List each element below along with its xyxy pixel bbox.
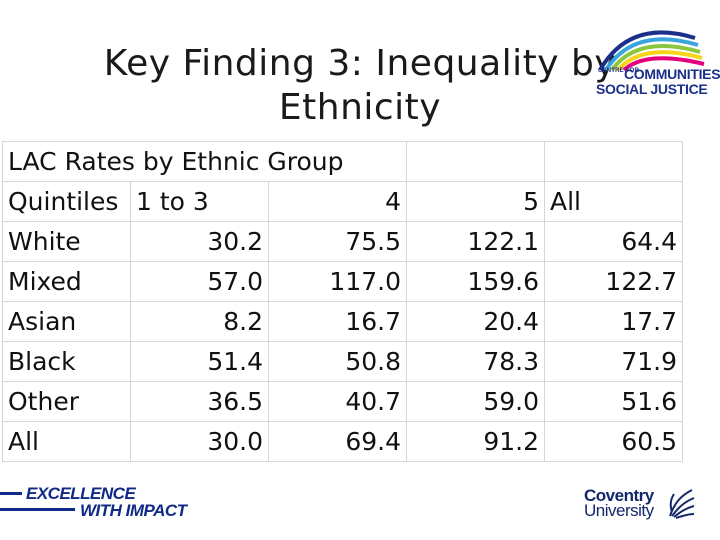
table-cell: 78.3 (406, 341, 545, 382)
coventry-university-logo: Coventry University (584, 486, 704, 526)
phoenix-icon (669, 489, 695, 519)
logo-line-1: COMMUNITIES & (624, 66, 720, 82)
table-row: Asian 8.2 16.7 20.4 17.7 (2, 301, 683, 342)
table-cell: 122.1 (406, 221, 545, 262)
table-title: LAC Rates by Ethnic Group (2, 141, 407, 182)
banner-stripe (0, 508, 75, 511)
table-cell: 91.2 (406, 421, 545, 462)
table-cell: 75.5 (268, 221, 407, 262)
row-label: Mixed (2, 261, 131, 302)
table-cell: 57.0 (130, 261, 269, 302)
table-cell: 117.0 (268, 261, 407, 302)
table-cell: 8.2 (130, 301, 269, 342)
table-cell: 51.6 (544, 381, 683, 422)
table-title-row: LAC Rates by Ethnic Group (2, 141, 683, 182)
title-line-2: Ethnicity (278, 87, 442, 128)
header-cell: 1 to 3 (130, 181, 269, 222)
table-cell: 71.9 (544, 341, 683, 382)
table-row: Other 36.5 40.7 59.0 51.6 (2, 381, 683, 422)
table-cell: 51.4 (130, 341, 269, 382)
table-row: Black 51.4 50.8 78.3 71.9 (2, 341, 683, 382)
table-cell: 50.8 (268, 341, 407, 382)
slide-title: Key Finding 3: Inequality by Ethnicity (100, 42, 620, 130)
row-label: Black (2, 341, 131, 382)
title-line-1: Key Finding 3: Inequality by (103, 43, 617, 84)
table-row: Mixed 57.0 117.0 159.6 122.7 (2, 261, 683, 302)
university-name-line-2: University (584, 501, 654, 520)
banner-stripe (0, 492, 22, 495)
logo-small-text: CENTRE FOR (598, 68, 639, 74)
header-cell: 4 (268, 181, 407, 222)
table-cell: 30.2 (130, 221, 269, 262)
table-cell: 69.4 (268, 421, 407, 462)
logo-line-2: SOCIAL JUSTICE (596, 81, 708, 97)
excellence-with-impact-banner: EXCELLENCE WITH IMPACT (0, 475, 190, 525)
banner-line-1: EXCELLENCE (26, 484, 136, 503)
row-label: White (2, 221, 131, 262)
table-cell: 59.0 (406, 381, 545, 422)
table-cell: 17.7 (544, 301, 683, 342)
header-cell: All (544, 181, 683, 222)
header-cell: 5 (406, 181, 545, 222)
banner-line-2: WITH IMPACT (80, 501, 187, 520)
row-label: All (2, 421, 131, 462)
logo-arcs-icon (598, 30, 705, 72)
lac-rates-table: LAC Rates by Ethnic Group Quintiles 1 to… (2, 141, 683, 462)
table-cell: 64.4 (544, 221, 683, 262)
table-cell: 122.7 (544, 261, 683, 302)
table-header-row: Quintiles 1 to 3 4 5 All (2, 181, 683, 222)
university-name-line-1: Coventry (584, 486, 654, 505)
communities-social-justice-logo: CENTRE FOR COMMUNITIES & SOCIAL JUSTICE (590, 18, 720, 102)
row-label: Asian (2, 301, 131, 342)
table-cell: 16.7 (268, 301, 407, 342)
table-row: All 30.0 69.4 91.2 60.5 (2, 421, 683, 462)
table-cell: 60.5 (544, 421, 683, 462)
header-cell: Quintiles (2, 181, 131, 222)
table-cell: 40.7 (268, 381, 407, 422)
row-label: Other (2, 381, 131, 422)
table-cell: 36.5 (130, 381, 269, 422)
table-cell: 30.0 (130, 421, 269, 462)
table-cell: 159.6 (406, 261, 545, 302)
table-cell: 20.4 (406, 301, 545, 342)
table-row: White 30.2 75.5 122.1 64.4 (2, 221, 683, 262)
slide-footer: EXCELLENCE WITH IMPACT Coventry Universi… (0, 466, 720, 540)
